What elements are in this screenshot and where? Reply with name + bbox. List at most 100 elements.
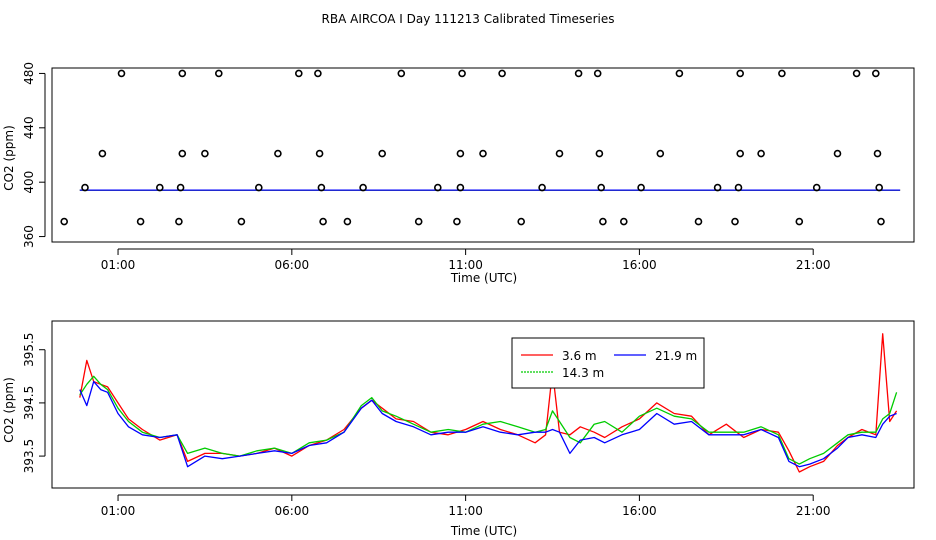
bottom-x-axis-label: Time (UTC) [450,524,517,538]
data-point-marker [637,183,645,192]
x-tick-label: 01:00 [101,504,136,518]
chart-title: RBA AIRCOA I Day 111213 Calibrated Times… [322,12,615,26]
data-point-marker [595,149,604,158]
data-point-marker [812,183,821,192]
data-point-marker [498,69,506,78]
data-point-marker [456,149,465,158]
data-point-marker [237,217,246,226]
data-point-marker [675,69,684,78]
data-point-marker [453,217,461,226]
data-point-marker [136,217,145,226]
top-x-axis-label: Time (UTC) [450,271,517,285]
data-point-marker [778,69,786,78]
data-point-marker [215,69,223,78]
data-point-marker [458,69,466,78]
data-point-marker [731,217,739,226]
data-point-marker [156,183,164,192]
y-tick-label: 480 [22,62,36,85]
y-tick-label: 400 [22,171,36,194]
bottom-y-axis-label: CO2 (ppm) [2,377,16,443]
data-point-marker [599,217,607,226]
data-point-marker [254,183,263,192]
data-point-marker [433,183,442,192]
x-tick-label: 11:00 [448,258,483,272]
data-point-marker [274,149,282,158]
top-y-axis: 360 400 440 480 [22,62,46,248]
data-point-marker [593,69,602,78]
data-point-marker [378,149,387,158]
data-point-marker [117,69,126,78]
data-point-marker [875,183,884,192]
data-point-marker [597,183,606,192]
y-tick-label: 394.5 [22,386,36,420]
data-point-marker [98,149,107,158]
legend-box [511,337,705,389]
top-x-axis: 01:00 06:00 11:00 16:00 21:00 [101,248,831,272]
top-plot-frame [51,67,915,243]
data-point-marker [343,217,352,226]
y-tick-label: 440 [22,116,36,139]
data-point-marker [656,149,665,158]
top-y-axis-label: CO2 (ppm) [2,125,16,191]
legend-label-3-6m: 3.6 m [562,349,597,363]
x-tick-label: 11:00 [448,504,483,518]
data-point-marker [314,69,322,78]
data-point-marker [877,217,885,226]
data-point-marker [574,69,583,78]
data-point-marker [713,183,722,192]
bottom-panel: 393.5 394.5 395.5 01:00 06:00 11:00 16:00 21:0… [2,320,915,538]
data-point-marker [852,69,861,78]
data-point-marker [201,149,209,158]
top-markers [60,69,885,226]
series-line-14-3-m [79,375,898,465]
x-tick-label: 21:00 [796,258,831,272]
data-point-marker [317,183,326,192]
x-tick-label: 21:00 [796,504,831,518]
data-point-marker [479,149,487,158]
x-tick-label: 16:00 [622,504,657,518]
data-point-marker [619,217,628,226]
data-point-marker [517,217,526,226]
data-point-marker [178,149,187,158]
bottom-y-axis: 393.5 394.5 395.5 [22,333,46,473]
data-point-marker [315,149,324,158]
data-point-marker [833,149,842,158]
x-tick-label: 01:00 [101,258,136,272]
legend-label-14-3m: 14.3 m [562,366,604,380]
data-point-marker [319,217,327,226]
data-point-marker [736,149,745,158]
series-line-21-9-m [79,380,897,468]
x-tick-label: 16:00 [622,258,657,272]
y-tick-label: 395.5 [22,333,36,367]
data-point-marker [81,183,89,192]
top-panel: 360 400 440 480 01:00 06:00 11:00 16:00 21:00 T… [2,62,915,285]
x-tick-label: 06:00 [275,258,310,272]
data-point-marker [178,69,187,78]
data-point-marker [60,217,68,226]
data-point-marker [176,183,185,192]
x-tick-label: 06:00 [275,504,310,518]
y-tick-label: 360 [22,225,36,248]
data-point-marker [538,183,546,192]
data-point-marker [359,183,367,192]
data-point-marker [294,69,303,78]
legend-label-21-9m: 21.9 m [655,349,697,363]
data-point-marker [757,149,765,158]
data-point-marker [414,217,423,226]
data-point-marker [555,149,564,158]
bottom-x-axis: 01:00 06:00 11:00 16:00 21:00 [101,494,831,518]
data-point-marker [694,217,703,226]
series-line-3-6-m [79,333,898,473]
data-point-marker [397,69,406,78]
data-point-marker [873,149,882,158]
legend: 3.6 m 21.9 m 14.3 m [511,337,705,389]
data-point-marker [736,69,745,78]
data-point-marker [871,69,880,78]
data-point-marker [795,217,804,226]
bottom-series [79,333,898,473]
data-point-marker [734,183,743,192]
bottom-plot-frame [51,320,915,489]
data-point-marker [456,183,465,192]
y-tick-label: 393.5 [22,439,36,473]
